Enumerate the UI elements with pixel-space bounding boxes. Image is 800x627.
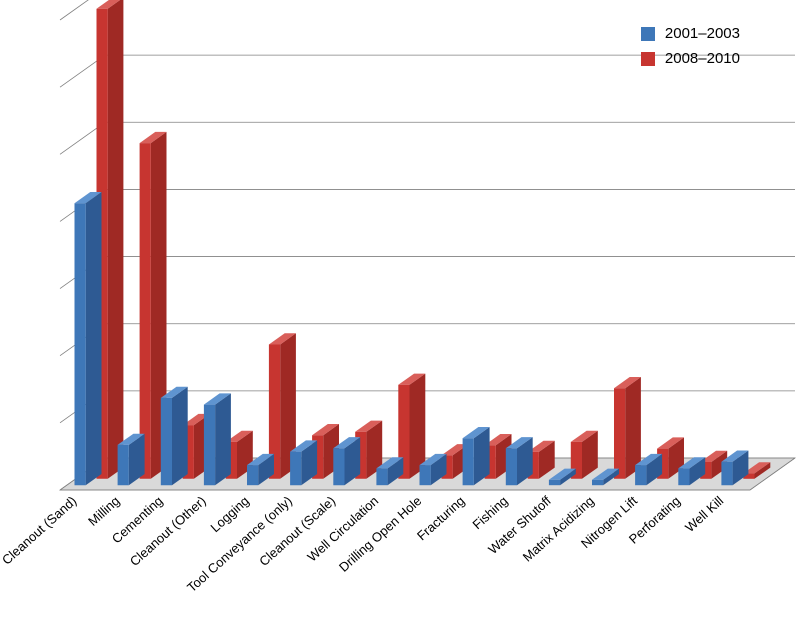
- category-label: Milling: [85, 493, 122, 529]
- category-label: Drilling Open Hole: [336, 493, 424, 575]
- legend-label-2: 2008–2010: [665, 50, 740, 67]
- legend-swatch-1: [641, 27, 655, 41]
- legend-label-1: 2001–2003: [665, 25, 740, 42]
- category-label: Cleanout (Sand): [0, 493, 79, 567]
- legend-item: 2001–2003: [641, 25, 740, 42]
- legend-item: 2008–2010: [641, 50, 740, 67]
- category-label: Cleanout (Scale): [256, 493, 338, 569]
- chart-legend: 2001–2003 2008–2010: [641, 25, 740, 75]
- chart-container: 2001–2003 2008–2010 Cleanout (Sand)Milli…: [0, 0, 800, 627]
- category-label: Fishing: [469, 493, 510, 532]
- category-label: Fracturing: [414, 493, 468, 543]
- bar-chart-3d: Cleanout (Sand)MillingCementingCleanout …: [0, 0, 800, 627]
- category-label: Cleanout (Other): [127, 493, 209, 569]
- legend-swatch-2: [641, 52, 655, 66]
- category-label: Well Kill: [682, 493, 726, 535]
